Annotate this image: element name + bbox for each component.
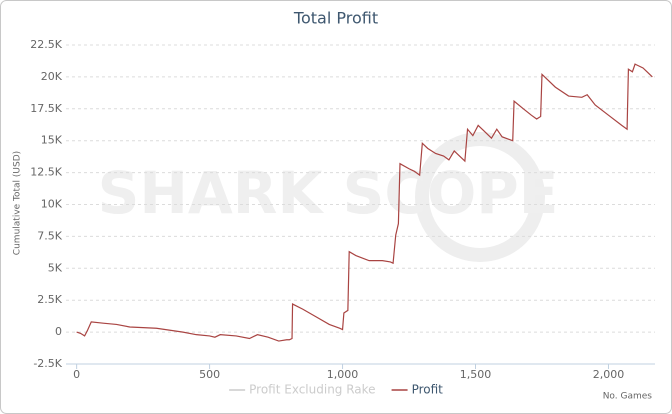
y-tick-label: 10K: [41, 198, 63, 211]
watermark-text: SHARK SCOPE: [98, 159, 559, 227]
y-tick-label: 15K: [41, 134, 63, 147]
y-tick-label: 5K: [48, 261, 63, 274]
x-tick-label: 0: [73, 368, 80, 381]
legend-label: Profit: [412, 383, 444, 397]
legend-item[interactable]: Profit Excluding Rake: [229, 383, 376, 397]
y-tick-label: 7.5K: [37, 229, 62, 242]
x-tick-label: 2,000: [593, 368, 625, 381]
y-tick-label: 20K: [41, 70, 63, 83]
y-tick-label: 0: [55, 325, 62, 338]
y-axis-label: Cumulative Total (USD): [13, 151, 23, 255]
y-tick-label: 2.5K: [37, 293, 62, 306]
y-tick-label: 22.5K: [30, 38, 62, 51]
legend-item[interactable]: Profit: [391, 383, 444, 397]
legend: Profit Excluding Rake Profit: [229, 383, 443, 397]
y-tick-label: 12.5K: [30, 166, 62, 179]
x-axis-label: No. Games: [603, 392, 653, 402]
data-line: [76, 63, 653, 342]
x-tick-label: 1,000: [327, 368, 359, 381]
x-tick-label: 500: [199, 368, 220, 381]
y-tick-label: -2.5K: [33, 357, 62, 370]
legend-label: Profit Excluding Rake: [249, 383, 375, 397]
x-tick-label: 1,500: [460, 368, 492, 381]
watermark: SHARK SCOPE: [98, 132, 559, 262]
watermark-circle: [415, 132, 545, 262]
y-tick-label: 17.5K: [30, 102, 62, 115]
chart-title: Total Profit: [293, 9, 378, 28]
